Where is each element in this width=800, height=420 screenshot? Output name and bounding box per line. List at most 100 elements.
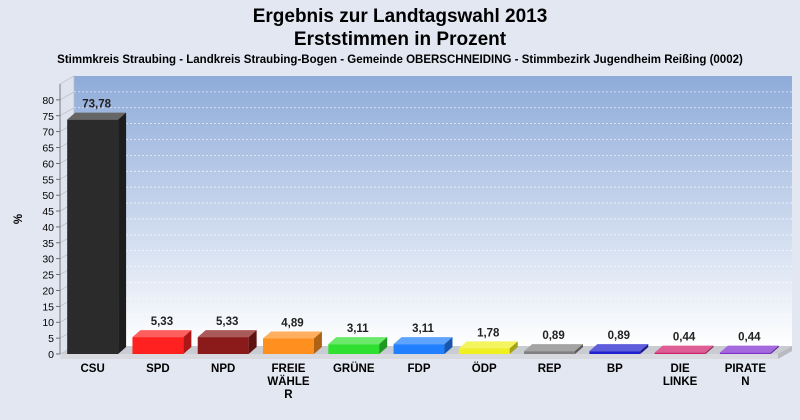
y-tick-label: 0	[48, 349, 54, 361]
y-tick-label: 60	[42, 158, 54, 170]
bar-side	[379, 337, 388, 354]
y-tick-label: 40	[42, 222, 54, 234]
bar-front	[262, 338, 314, 354]
data-label: 0,89	[542, 330, 564, 342]
x-category-label: REP	[538, 363, 562, 375]
bar-front	[589, 351, 641, 354]
plot-floor-edge	[60, 354, 778, 359]
y-tick-label: 15	[42, 301, 54, 313]
x-category-label-line: GRÜNE	[333, 362, 375, 375]
x-category-label-line: PIRATE	[725, 363, 767, 375]
bar-front	[393, 344, 445, 354]
bar-top	[654, 345, 714, 353]
bar-top	[393, 337, 453, 345]
data-label: 0,44	[738, 332, 761, 344]
y-tick-label: 35	[42, 238, 54, 250]
y-tick-label: 30	[42, 254, 54, 266]
bar-fdp	[393, 337, 453, 354]
x-category-label: SPD	[146, 363, 170, 375]
data-label: 4,89	[281, 317, 303, 329]
bar-side	[509, 341, 518, 354]
x-category-label-line: WÄHLE	[267, 375, 309, 388]
bar-freie-wähler	[262, 331, 322, 354]
bar-side	[575, 344, 584, 354]
chart-title: Ergebnis zur Landtagswahl 2013 Erststimm…	[0, 5, 800, 51]
bar-front	[719, 352, 771, 354]
bar-side	[444, 337, 453, 354]
bar-top	[67, 112, 127, 120]
x-category-label-line: R	[284, 389, 293, 401]
gridline-side	[59, 107, 75, 117]
x-category-label-line: CSU	[80, 363, 104, 375]
data-label: 0,44	[673, 332, 696, 344]
bar-ödp	[458, 341, 518, 354]
x-category-label-line: NPD	[211, 363, 235, 375]
x-category-label: ÖDP	[472, 362, 497, 375]
x-category-label-line: N	[741, 376, 749, 388]
bar-top	[262, 331, 322, 339]
y-tick-label: 55	[42, 174, 54, 186]
bar-side	[118, 112, 127, 354]
x-category-label-line: REP	[538, 363, 562, 375]
y-tick-label: 75	[42, 111, 54, 123]
y-tick-label: 10	[42, 317, 54, 329]
x-category-label: GRÜNE	[333, 362, 375, 375]
bar-top	[719, 345, 779, 353]
bar-die-linke	[654, 345, 714, 354]
bar-piraten	[719, 345, 779, 354]
plot-back-wall	[74, 76, 792, 346]
bar-npd	[197, 330, 257, 354]
x-category-label: FREIE WÄHLE R	[267, 363, 309, 401]
y-tick-label: 50	[42, 190, 54, 202]
y-tick-label: 65	[42, 143, 54, 155]
bar-side	[705, 345, 714, 354]
data-label: 1,78	[477, 327, 500, 339]
bar-top	[589, 344, 649, 352]
gridline-side	[59, 91, 75, 101]
chart-title-line-1: Ergebnis zur Landtagswahl 2013	[252, 6, 548, 27]
x-category-label: CSU	[80, 363, 104, 375]
data-label: 3,11	[347, 323, 369, 335]
bar-bp	[589, 344, 649, 354]
x-category-label-line: ÖDP	[472, 362, 497, 375]
bar-top	[524, 344, 584, 352]
bar-front	[654, 352, 706, 354]
x-category-label: BP	[607, 363, 623, 375]
bar-grüne	[328, 337, 388, 354]
bar-front	[458, 348, 510, 354]
bar-rep	[524, 344, 584, 354]
x-category-label-line: SPD	[146, 363, 170, 375]
bar-top	[458, 341, 518, 349]
x-category-label-line: LINKE	[663, 376, 698, 388]
bar-top	[197, 330, 257, 338]
y-tick-label: 20	[42, 285, 54, 297]
x-category-label-line: BP	[607, 363, 623, 375]
bar-side	[313, 331, 322, 354]
x-category-label: PIRATE N	[725, 363, 767, 388]
bar-front	[328, 344, 380, 354]
x-category-label: FDP	[408, 363, 431, 375]
bar-side	[248, 330, 257, 354]
bar-side	[640, 344, 649, 354]
y-tick-label: 70	[42, 127, 54, 139]
y-tick-label: 80	[42, 95, 54, 107]
data-label: 5,33	[151, 316, 173, 328]
bar-side	[770, 345, 779, 354]
chart-title-line-2: Erststimmen in Prozent	[293, 29, 507, 50]
data-label: 0,89	[608, 330, 630, 342]
bar-top	[328, 337, 388, 345]
bar-front	[67, 119, 119, 354]
plot-floor-side	[778, 346, 792, 359]
x-category-label-line: DIE	[671, 363, 691, 375]
y-tick-label: 25	[42, 270, 54, 282]
x-category-label-line: FDP	[408, 363, 431, 375]
y-tick-label: 5	[48, 333, 54, 345]
data-label: 3,11	[412, 323, 434, 335]
chart-subtitle: Stimmkreis Straubing - Landkreis Straubi…	[57, 54, 743, 66]
data-label: 5,33	[216, 316, 238, 328]
bar-front	[132, 337, 184, 354]
bar-side	[183, 330, 192, 354]
x-category-label-line: FREIE	[272, 363, 306, 375]
x-category-label: DIE LINKE	[663, 363, 698, 388]
bar-top	[132, 330, 192, 338]
